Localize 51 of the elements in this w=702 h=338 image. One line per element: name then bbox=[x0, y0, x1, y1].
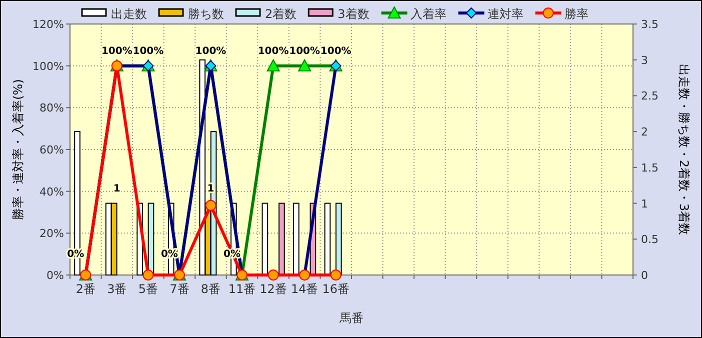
x-tick-label: 11番 bbox=[228, 282, 256, 296]
point bbox=[205, 200, 216, 211]
x-axis-title: 馬番 bbox=[338, 311, 364, 325]
x-tick-label: 2番 bbox=[76, 282, 96, 296]
y-tick-label: 120% bbox=[32, 18, 64, 31]
x-tick-label: 7番 bbox=[170, 282, 190, 296]
y-tick-label: 20% bbox=[40, 227, 64, 240]
legend-label: 出走数 bbox=[111, 7, 147, 21]
y-tick-label: 60% bbox=[40, 144, 64, 156]
x-tick-label: 3番 bbox=[107, 282, 127, 296]
y2-tick-label: 1 bbox=[641, 197, 648, 210]
y2-tick-label: 2 bbox=[641, 126, 648, 139]
y-tick-label: 80% bbox=[40, 102, 64, 115]
annotation: 1 bbox=[113, 183, 120, 194]
annotation: 100% bbox=[258, 46, 289, 57]
y-tick-label: 0% bbox=[46, 269, 64, 282]
y2-tick-label: 1.5 bbox=[641, 161, 658, 174]
x-tick-label: 14番 bbox=[290, 282, 318, 296]
legend-label: 連対率 bbox=[487, 7, 524, 21]
legend-label: 3着数 bbox=[338, 7, 370, 21]
annotation: 100% bbox=[132, 46, 164, 57]
y2-tick-label: 0 bbox=[641, 269, 648, 282]
legend-label: 勝率 bbox=[564, 7, 588, 21]
x-tick-label: 12番 bbox=[260, 282, 287, 296]
point bbox=[330, 270, 342, 280]
y-tick-label: 100% bbox=[32, 60, 64, 73]
legend-label: 2着数 bbox=[265, 7, 297, 21]
y-tick-label: 40% bbox=[40, 185, 64, 198]
bar bbox=[324, 202, 331, 276]
legend-label: 入着率 bbox=[410, 7, 446, 21]
y2-tick-label: 3 bbox=[641, 54, 648, 67]
y2-tick-label: 3.5 bbox=[641, 18, 658, 31]
y2-axis-title: 出走数・勝ち数・2着数・3着数 bbox=[677, 64, 691, 236]
x-tick-label: 16番 bbox=[322, 282, 350, 296]
bar bbox=[262, 202, 268, 276]
y2-tick-label: 2.5 bbox=[641, 90, 658, 103]
annotation: 100% bbox=[101, 46, 132, 57]
annotation: 100% bbox=[320, 46, 352, 57]
y-axis-title: 勝率・連対率・入着率(%) bbox=[11, 79, 25, 220]
point bbox=[298, 59, 312, 72]
x-tick-label: 5番 bbox=[138, 282, 158, 296]
point bbox=[142, 270, 154, 280]
annotation: 100% bbox=[289, 46, 320, 57]
bar bbox=[293, 202, 300, 276]
bar bbox=[335, 202, 342, 276]
point bbox=[266, 59, 280, 72]
annotation: 100% bbox=[195, 46, 226, 57]
legend-label: 勝ち数 bbox=[188, 7, 224, 21]
x-tick-label: 8番 bbox=[200, 282, 221, 296]
bar bbox=[278, 202, 285, 276]
y2-tick-label: 0.5 bbox=[641, 233, 658, 246]
